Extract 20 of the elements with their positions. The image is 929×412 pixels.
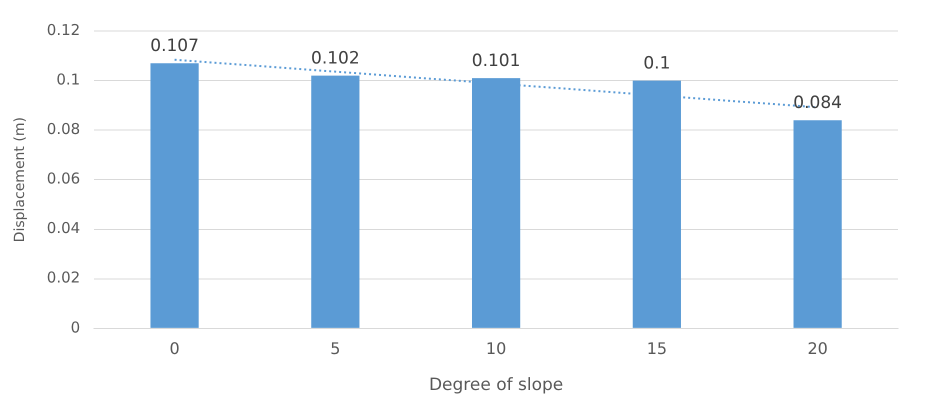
y-tick-label: 0.04: [46, 219, 80, 238]
y-tick-label: 0: [70, 318, 80, 336]
x-tick-label: 20: [807, 339, 828, 358]
y-tick-label: 0.08: [46, 120, 80, 138]
data-label: 0.102: [311, 48, 360, 69]
y-tick-label: 0.12: [46, 20, 80, 39]
y-tick-label: 0.06: [46, 170, 80, 188]
data-label: 0.1: [643, 53, 670, 74]
x-tick-label: 0: [169, 339, 180, 358]
x-tick-label: 15: [646, 339, 668, 358]
bar: [794, 120, 842, 328]
data-label: 0.101: [472, 51, 520, 72]
x-axis-title: Degree of slope: [428, 375, 564, 396]
data-label: 0.107: [150, 36, 199, 56]
y-tick-label: 0.02: [46, 268, 80, 287]
x-tick-label: 5: [330, 339, 340, 358]
y-tick-label: 0.1: [56, 70, 80, 88]
data-label: 0.084: [793, 93, 842, 114]
x-tick-label: 10: [486, 339, 506, 358]
y-axis-title: Displacement (m): [12, 117, 28, 242]
